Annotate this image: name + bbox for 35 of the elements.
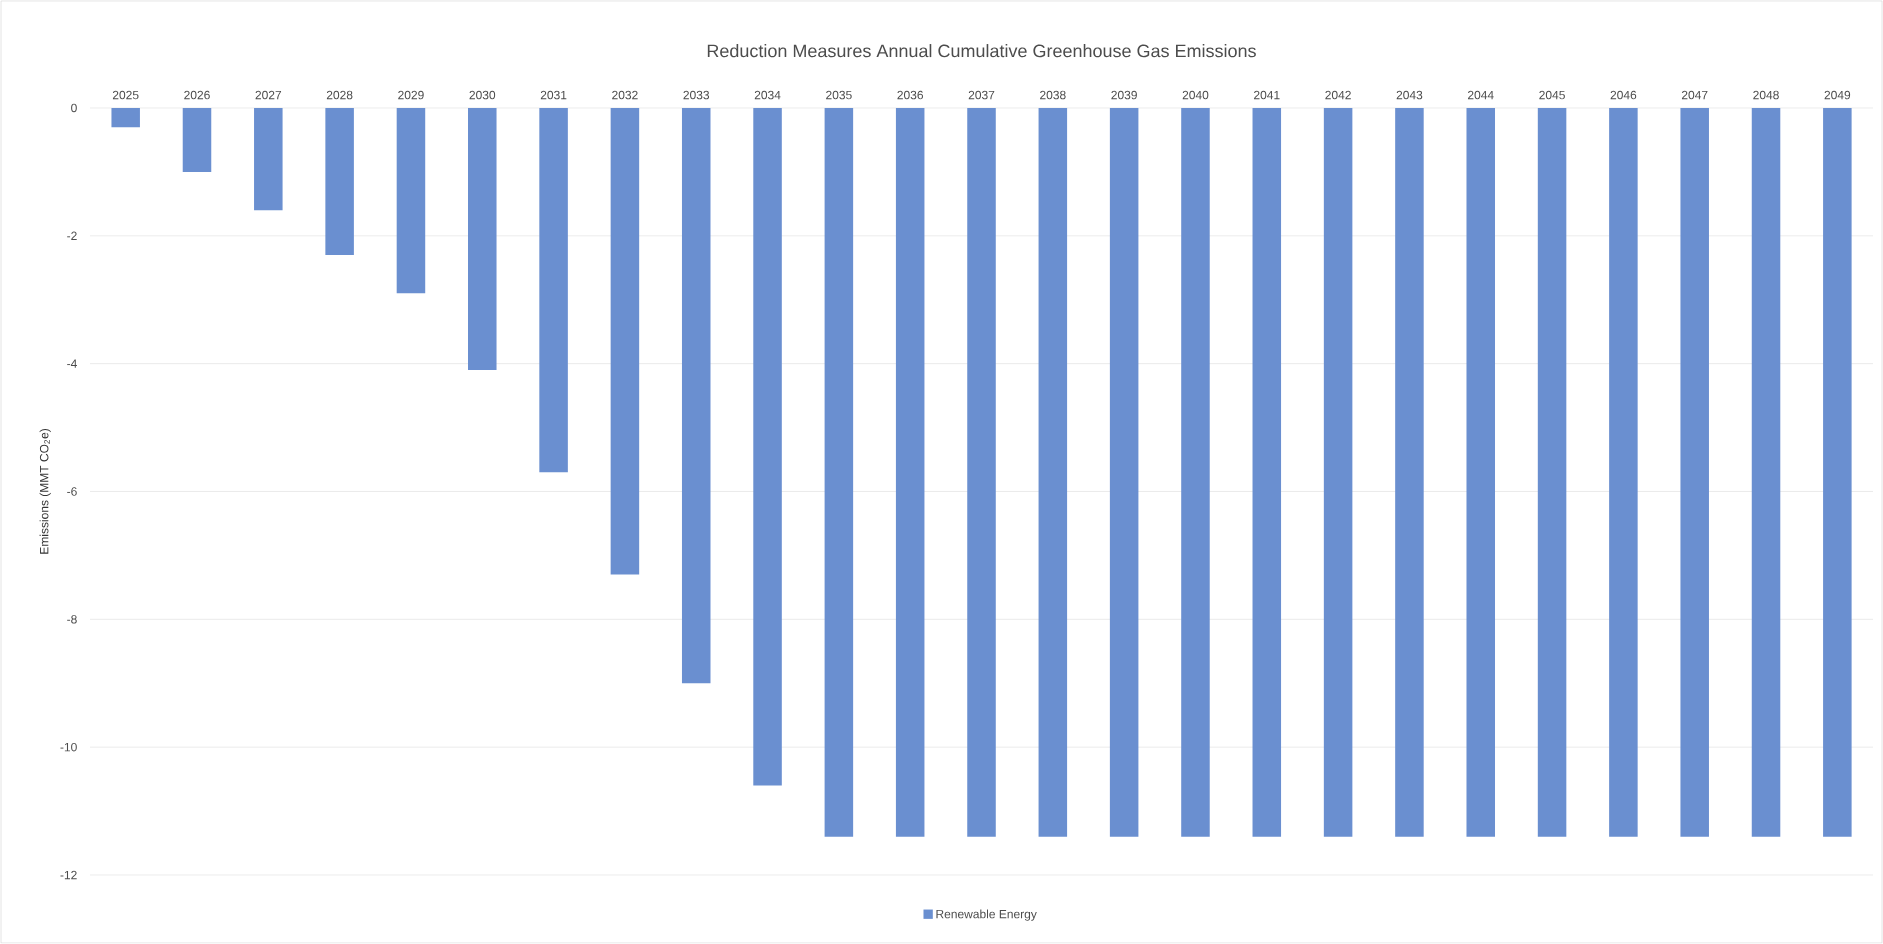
x-tick-label: 2025 (112, 90, 139, 100)
x-tick-label: 2044 (1468, 90, 1494, 100)
x-tick-label: 2043 (1396, 90, 1423, 100)
x-tick-label: 2034 (754, 90, 781, 100)
x-tick-label: 2035 (826, 90, 852, 100)
x-tick-label: 2046 (1610, 90, 1637, 100)
x-tick-label: 2026 (184, 90, 210, 100)
y-tick-label: 0 (71, 103, 77, 113)
x-tick-label: 2036 (897, 90, 924, 100)
x-tick-label: 2032 (612, 90, 638, 100)
x-tick-label: 2040 (1182, 90, 1209, 100)
y-tick-label: -8 (67, 615, 77, 624)
y-axis-title: Emissions (MMT CO$_{2}$e) (39, 428, 51, 554)
y-tick-label: -4 (67, 359, 77, 368)
y-tick-label: -2 (67, 231, 77, 241)
x-tick-label: 2039 (1111, 90, 1137, 100)
y-tick-label: -10 (60, 742, 77, 752)
x-tick-label: 2047 (1681, 90, 1708, 100)
x-tick-label: 2033 (683, 90, 710, 100)
legend-label: Renewable Energy (936, 909, 1037, 921)
x-tick-label: 2048 (1753, 90, 1779, 100)
x-tick-label: 2037 (968, 90, 995, 100)
x-tick-label: 2029 (398, 90, 424, 100)
chart-title: Reduction Measures Annual Cumulative Greenhouse Gas Emissions (707, 44, 1256, 58)
x-tick-label: 2042 (1325, 90, 1351, 100)
x-tick-label: 2041 (1254, 90, 1280, 100)
y-tick-label: -12 (60, 870, 77, 880)
x-tick-label: 2030 (469, 90, 496, 100)
x-tick-label: 2028 (326, 90, 353, 100)
x-tick-label: 2049 (1824, 90, 1851, 100)
x-tick-label: 2031 (540, 90, 567, 100)
x-tick-label: 2038 (1040, 90, 1066, 100)
x-tick-label: 2027 (255, 90, 282, 100)
x-tick-label: 2045 (1539, 90, 1565, 100)
y-tick-label: -6 (67, 487, 77, 496)
